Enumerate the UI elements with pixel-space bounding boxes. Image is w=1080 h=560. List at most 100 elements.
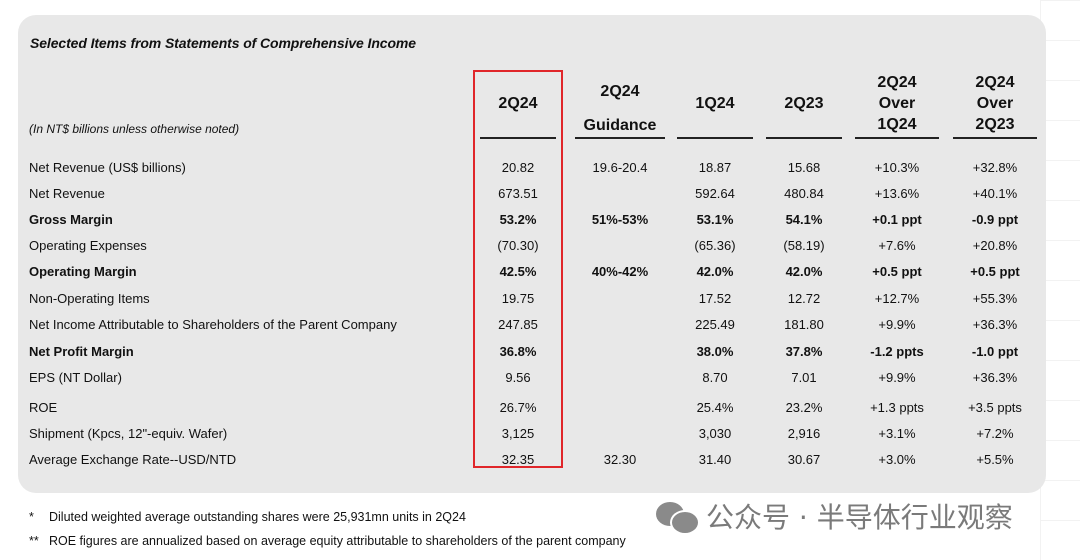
table-cell: 12.72 xyxy=(787,291,821,306)
column-header-line: 2Q23 xyxy=(975,116,1015,133)
table-cell: 32.35 xyxy=(501,452,535,467)
column-header-5: 2Q24 Over 2Q23 xyxy=(950,72,1040,135)
footnote-1: * Diluted weighted average outstanding sh… xyxy=(29,510,466,524)
footnote-marker: * xyxy=(29,510,34,524)
table-cell: -0.9 ppt xyxy=(971,212,1019,227)
column-header-line: Over xyxy=(878,95,916,112)
column-header-1: 2Q24 Guidance xyxy=(575,75,665,143)
column-header-line: 2Q24 xyxy=(975,74,1015,91)
table-cell: +0.5 ppt xyxy=(872,264,922,279)
column-header-underline xyxy=(677,137,753,139)
table-row: Shipment (Kpcs, 12"-equiv. Wafer) 3,125 3,… xyxy=(0,421,1080,447)
table-cell: +13.6% xyxy=(874,186,920,201)
row-label: Net Income Attributable to Shareholders … xyxy=(29,317,397,332)
table-cell: 26.7% xyxy=(499,400,537,415)
column-header-line: 1Q24 xyxy=(695,95,735,112)
column-header-line: 2Q23 xyxy=(784,95,824,112)
table-cell: +1.3 ppts xyxy=(870,400,924,415)
row-label: Shipment (Kpcs, 12"-equiv. Wafer) xyxy=(29,426,228,441)
table-cell: 592.64 xyxy=(695,186,735,201)
table-cell: 673.51 xyxy=(498,186,538,201)
table-cell: +12.7% xyxy=(874,291,920,306)
table-cell: 247.85 xyxy=(498,317,538,332)
table-cell: 38.0% xyxy=(696,344,734,359)
table-cell: -1.2 ppts xyxy=(870,344,924,359)
table-cell: +36.3% xyxy=(972,317,1018,332)
row-label: ROE xyxy=(29,400,58,415)
table-row: Operating Expenses (70.30) (65.36) (58.19) +… xyxy=(0,233,1080,259)
table-cell: 51%-53% xyxy=(591,212,649,227)
table-cell: +36.3% xyxy=(972,370,1018,385)
table-cell: 53.1% xyxy=(696,212,734,227)
column-header-line: Over xyxy=(976,95,1014,112)
table-cell: +3.1% xyxy=(878,426,916,441)
table-cell: (65.36) xyxy=(694,238,736,253)
table-cell: +10.3% xyxy=(874,160,920,175)
column-header-underline xyxy=(480,137,556,139)
column-header-line: 1Q24 xyxy=(877,116,917,133)
column-header-line: 2Q24 xyxy=(498,95,538,112)
table-row: Operating Margin 42.5% 40%-42% 42.0% 42.0% +0… xyxy=(0,259,1080,285)
table-row: Gross Margin 53.2% 51%-53% 53.1% 54.1% +0.1 p… xyxy=(0,207,1080,233)
table-cell: +32.8% xyxy=(972,160,1018,175)
column-header-line: Guidance xyxy=(583,117,657,134)
background-grid xyxy=(1040,0,1080,560)
table-row: Non-Operating Items 19.75 17.52 12.72 +12.7%… xyxy=(0,286,1080,312)
row-label: Gross Margin xyxy=(29,212,113,227)
column-header-line: 2Q24 xyxy=(600,83,640,100)
highlight-box-2q24 xyxy=(473,70,563,468)
table-cell: 19.6-20.4 xyxy=(592,160,648,175)
table-cell: 32.30 xyxy=(603,452,637,467)
table-cell: +0.5 ppt xyxy=(970,264,1020,279)
row-label: Operating Expenses xyxy=(29,238,147,253)
column-header-3: 2Q23 xyxy=(759,93,849,114)
table-cell: 17.52 xyxy=(698,291,732,306)
footnote-2: ** ROE figures are annualized based on av… xyxy=(29,534,626,548)
table-row: Net Revenue (US$ billions) 20.82 19.6-20.4… xyxy=(0,155,1080,181)
table-cell: 42.0% xyxy=(696,264,734,279)
column-header-line: 2Q24 xyxy=(877,74,917,91)
table-cell: 53.2% xyxy=(499,212,537,227)
table-panel xyxy=(18,15,1046,493)
footnote-marker: ** xyxy=(29,534,39,548)
table-cell: -1.0 ppt xyxy=(971,344,1019,359)
column-header-2: 1Q24 xyxy=(670,93,760,114)
table-cell: 40%-42% xyxy=(591,264,649,279)
table-cell: 15.68 xyxy=(787,160,821,175)
table-cell: +20.8% xyxy=(972,238,1018,253)
table-cell: 31.40 xyxy=(698,452,732,467)
column-header-underline xyxy=(766,137,842,139)
table-cell: +7.6% xyxy=(878,238,916,253)
table-row: Net Profit Margin 36.8% 38.0% 37.8% -1.2 ppt… xyxy=(0,339,1080,365)
table-cell: 37.8% xyxy=(785,344,823,359)
table-cell: 3,125 xyxy=(501,426,535,441)
table-cell: 9.56 xyxy=(505,370,531,385)
footnote-text: ROE figures are annualized based on aver… xyxy=(49,534,626,548)
row-label: Net Revenue (US$ billions) xyxy=(29,160,186,175)
watermark-text: 公众号 · 半导体行业观察 xyxy=(706,501,1013,534)
table-cell: +3.0% xyxy=(878,452,916,467)
units-note: (In NT$ billions unless otherwise noted) xyxy=(29,122,240,136)
table-cell: 480.84 xyxy=(784,186,824,201)
column-header-4: 2Q24 Over 1Q24 xyxy=(852,72,942,135)
table-cell: +55.3% xyxy=(972,291,1018,306)
table-cell: +3.5 ppts xyxy=(968,400,1022,415)
table-cell: 8.70 xyxy=(702,370,728,385)
table-cell: 225.49 xyxy=(695,317,735,332)
column-header-underline xyxy=(575,137,665,139)
table-row: Net Income Attributable to Shareholders … xyxy=(0,312,1080,338)
table-cell: 42.5% xyxy=(499,264,537,279)
table-cell: 20.82 xyxy=(501,160,535,175)
table-cell: +5.5% xyxy=(976,452,1014,467)
table-title: Selected Items from Statements of Compre… xyxy=(30,35,416,51)
table-cell: +0.1 ppt xyxy=(872,212,922,227)
table-row: EPS (NT Dollar) 9.56 8.70 7.01 +9.9% +36.3% xyxy=(0,365,1080,391)
row-label: Net Profit Margin xyxy=(29,344,134,359)
footnote-text: Diluted weighted average outstanding sha… xyxy=(49,510,466,524)
column-header-underline xyxy=(855,137,939,139)
table-cell: 7.01 xyxy=(791,370,817,385)
row-label: Non-Operating Items xyxy=(29,291,150,306)
row-label: Operating Margin xyxy=(29,264,137,279)
table-cell: (58.19) xyxy=(783,238,825,253)
table-row: Net Revenue 673.51 592.64 480.84 +13.6% +40.1… xyxy=(0,181,1080,207)
